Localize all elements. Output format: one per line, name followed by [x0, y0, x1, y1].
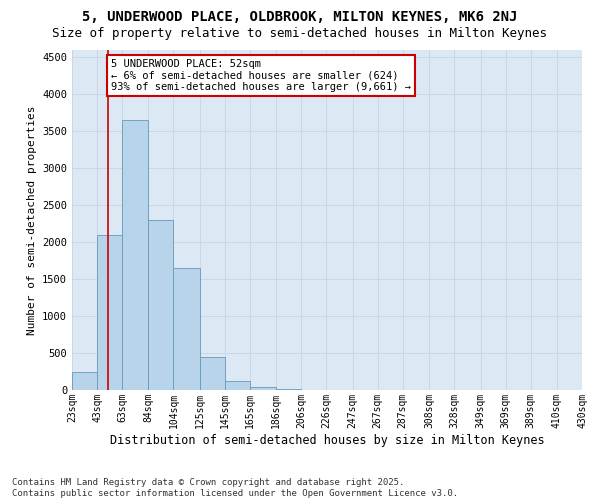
- Y-axis label: Number of semi-detached properties: Number of semi-detached properties: [26, 106, 37, 335]
- Bar: [97, 235, 122, 390]
- Bar: [122, 120, 148, 390]
- Bar: [200, 356, 225, 390]
- Text: 5, UNDERWOOD PLACE, OLDBROOK, MILTON KEYNES, MK6 2NJ: 5, UNDERWOOD PLACE, OLDBROOK, MILTON KEY…: [82, 10, 518, 24]
- Bar: [225, 381, 250, 390]
- Bar: [250, 387, 276, 390]
- Bar: [72, 372, 97, 390]
- X-axis label: Distribution of semi-detached houses by size in Milton Keynes: Distribution of semi-detached houses by …: [110, 434, 544, 446]
- Text: 5 UNDERWOOD PLACE: 52sqm
← 6% of semi-detached houses are smaller (624)
93% of s: 5 UNDERWOOD PLACE: 52sqm ← 6% of semi-de…: [111, 59, 411, 92]
- Text: Size of property relative to semi-detached houses in Milton Keynes: Size of property relative to semi-detach…: [53, 28, 548, 40]
- Bar: [148, 220, 173, 390]
- Text: Contains HM Land Registry data © Crown copyright and database right 2025.
Contai: Contains HM Land Registry data © Crown c…: [12, 478, 458, 498]
- Bar: [173, 268, 200, 390]
